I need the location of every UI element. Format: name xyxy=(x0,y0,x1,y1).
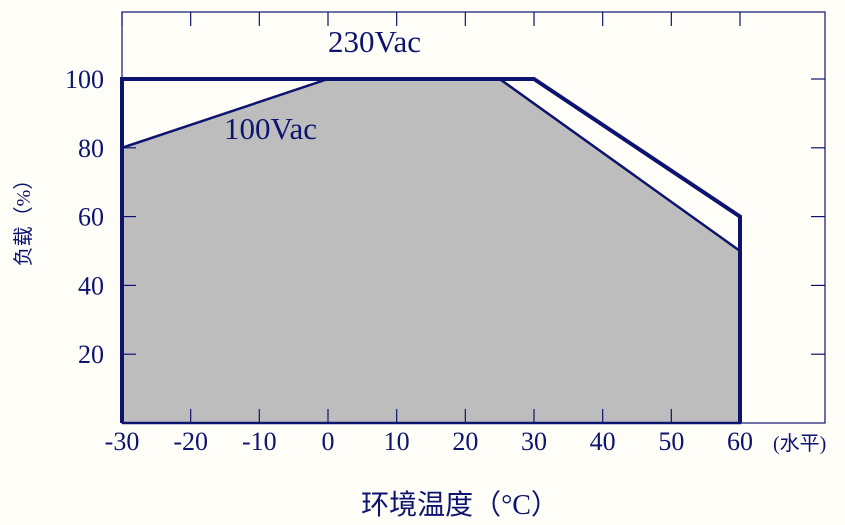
x-axis-ticks: -30 -20 -10 0 10 20 30 40 50 60 xyxy=(105,12,753,456)
x-tick-label: 50 xyxy=(658,427,684,456)
series-fill-100vac xyxy=(122,79,740,423)
x-tick-label: -10 xyxy=(242,427,277,456)
x-tick-label: 10 xyxy=(384,427,410,456)
y-tick-label: 20 xyxy=(78,340,104,369)
series-label-230vac: 230Vac xyxy=(328,24,421,59)
y-tick-label: 80 xyxy=(78,134,104,163)
y-axis-label: 负载（%） xyxy=(12,170,35,267)
x-axis-label: 环境温度（°C） xyxy=(361,489,559,521)
x-tick-label: 40 xyxy=(590,427,616,456)
y-tick-label: 60 xyxy=(78,203,104,232)
x-tick-label: 0 xyxy=(322,427,335,456)
x-tick-label: 20 xyxy=(452,427,478,456)
x-tick-label: 30 xyxy=(521,427,547,456)
y-tick-label: 100 xyxy=(65,65,104,94)
y-axis-ticks: 20 40 60 80 100 xyxy=(65,65,825,369)
x-tick-label: 60 xyxy=(727,427,753,456)
x-axis-unit-note: (水平) xyxy=(773,432,826,455)
series-label-100vac: 100Vac xyxy=(224,111,317,146)
x-tick-label: -20 xyxy=(173,427,208,456)
x-tick-label: -30 xyxy=(105,427,140,456)
y-tick-label: 40 xyxy=(78,271,104,300)
